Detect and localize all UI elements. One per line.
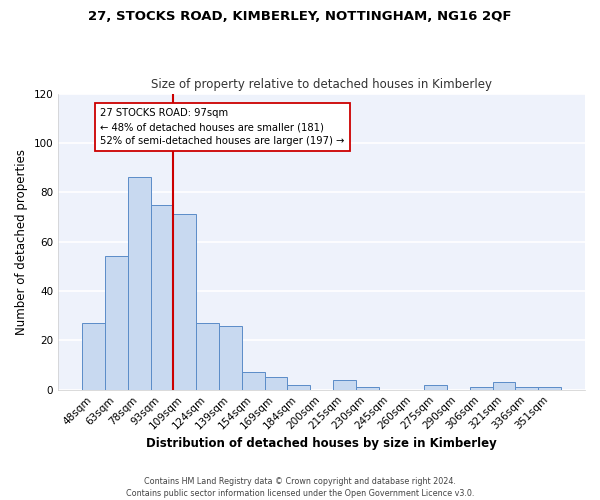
Bar xyxy=(538,388,561,390)
Title: Size of property relative to detached houses in Kimberley: Size of property relative to detached ho… xyxy=(151,78,492,91)
Bar xyxy=(151,204,173,390)
Bar xyxy=(196,323,219,390)
Text: 27 STOCKS ROAD: 97sqm
← 48% of detached houses are smaller (181)
52% of semi-det: 27 STOCKS ROAD: 97sqm ← 48% of detached … xyxy=(100,108,345,146)
Bar xyxy=(82,323,105,390)
Bar xyxy=(242,372,265,390)
Y-axis label: Number of detached properties: Number of detached properties xyxy=(15,148,28,334)
Text: Contains HM Land Registry data © Crown copyright and database right 2024.
Contai: Contains HM Land Registry data © Crown c… xyxy=(126,476,474,498)
Bar xyxy=(515,388,538,390)
Bar xyxy=(493,382,515,390)
Bar xyxy=(333,380,356,390)
Bar xyxy=(356,388,379,390)
Bar xyxy=(219,326,242,390)
Bar xyxy=(128,178,151,390)
Bar xyxy=(424,385,447,390)
Text: 27, STOCKS ROAD, KIMBERLEY, NOTTINGHAM, NG16 2QF: 27, STOCKS ROAD, KIMBERLEY, NOTTINGHAM, … xyxy=(88,10,512,23)
Bar xyxy=(105,256,128,390)
X-axis label: Distribution of detached houses by size in Kimberley: Distribution of detached houses by size … xyxy=(146,437,497,450)
Bar xyxy=(287,385,310,390)
Bar xyxy=(265,378,287,390)
Bar xyxy=(173,214,196,390)
Bar xyxy=(470,388,493,390)
